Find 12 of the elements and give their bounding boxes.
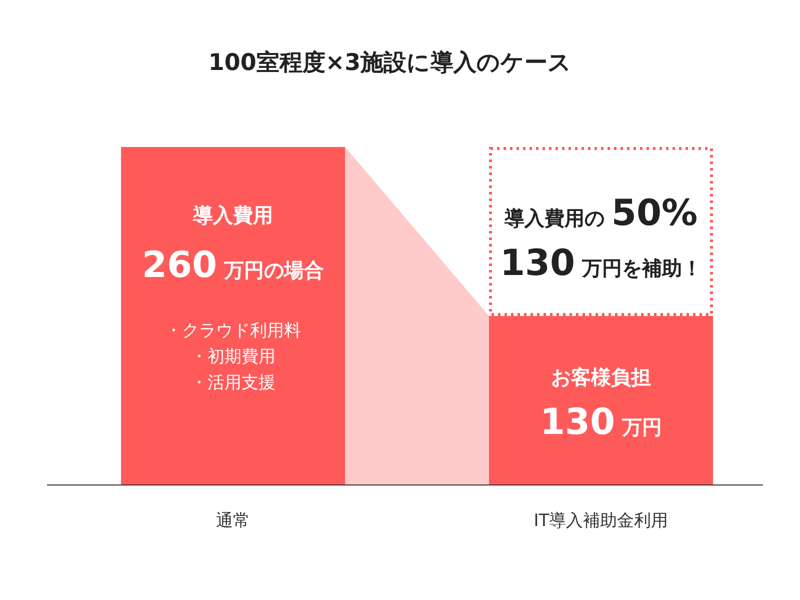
annotation: ・初期費用 [190,347,276,367]
annotation: 導入費用の 50% [503,193,698,234]
x-tick-label: 通常 [216,511,250,531]
data-label: 130 万円 [540,402,662,443]
data-label: 260 万円の場合 [142,245,324,286]
data-label: 130 万円を補助！ [500,243,702,284]
chart-title: 100室程度×3施設に導入のケース [208,49,572,76]
annotation: ・活用支援 [190,373,276,393]
x-tick-label: IT導入補助金利用 [534,511,668,531]
annotation: お客様負担 [551,365,651,389]
annotation: 導入費用 [192,203,273,227]
annotation: ・クラウド利用料 [165,321,301,341]
